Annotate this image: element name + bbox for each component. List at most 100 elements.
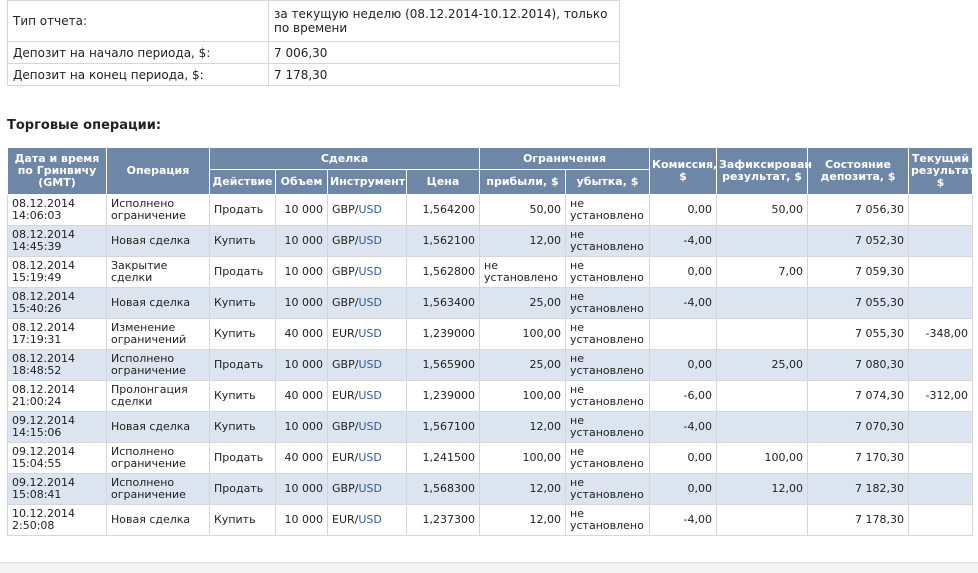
cell-date-value: 08.12.2014	[12, 259, 75, 272]
cell-fixed-result: 100,00	[716, 442, 808, 474]
table-row: 08.12.2014 18:48:52 Исполнено ограничение П…	[7, 349, 973, 381]
cell-price: 1,563400	[406, 287, 480, 319]
cell-volume: 10 000	[275, 473, 328, 505]
table-row: 08.12.2014 14:06:03 Исполнено ограничение П…	[7, 194, 973, 226]
cell-current-result	[908, 287, 973, 319]
cell-commission: -6,00	[649, 380, 717, 412]
cell-commission: 0,00	[649, 256, 717, 288]
cell-profit: 25,00	[479, 287, 566, 319]
cell-deposit-state: 7 178,30	[807, 504, 909, 536]
header-commission: Комиссия, $	[649, 147, 717, 195]
instrument-quote: USD	[358, 420, 382, 433]
header-date: Дата и время по Гринвичу (GMT)	[7, 147, 107, 195]
cell-loss: не установлено	[565, 194, 650, 226]
header-operation: Операция	[106, 147, 210, 195]
cell-loss: не установлено	[565, 504, 650, 536]
cell-date: 08.12.2014 18:48:52	[7, 349, 107, 381]
cell-volume: 10 000	[275, 194, 328, 226]
cell-current-result: -312,00	[908, 380, 973, 412]
header-limits: Ограничения	[479, 147, 650, 170]
cell-volume: 10 000	[275, 349, 328, 381]
bottom-bar	[0, 562, 978, 573]
cell-date-value: 08.12.2014	[12, 321, 75, 334]
cell-price: 1,239000	[406, 380, 480, 412]
table-row: 09.12.2014 14:15:06 Новая сделка Купить 10 0…	[7, 411, 973, 443]
cell-action: Купить	[209, 504, 276, 536]
cell-action: Купить	[209, 411, 276, 443]
cell-commission: 0,00	[649, 442, 717, 474]
cell-loss: не установлено	[565, 442, 650, 474]
cell-price: 1,567100	[406, 411, 480, 443]
header-profit: прибыли, $	[479, 169, 566, 195]
cell-date: 08.12.2014 14:06:03	[7, 194, 107, 226]
cell-fixed-result: 25,00	[716, 349, 808, 381]
header-instrument: Инструмент	[327, 169, 407, 195]
cell-commission	[649, 318, 717, 350]
instrument-quote: USD	[358, 234, 382, 247]
cell-date-value: 08.12.2014	[12, 290, 75, 303]
trading-operations-table: Дата и время по Гринвичу (GMT) Операция …	[7, 147, 978, 536]
cell-fixed-result: 7,00	[716, 256, 808, 288]
cell-current-result	[908, 194, 973, 226]
cell-time-value: 21:00:24	[12, 395, 62, 408]
cell-date: 08.12.2014 17:19:31	[7, 318, 107, 350]
instrument-base: GBP	[332, 358, 355, 371]
section-title: Торговые операции:	[7, 118, 162, 133]
instrument-base: EUR	[332, 327, 355, 340]
cell-deposit-state: 7 052,30	[807, 225, 909, 257]
report-summary-table: Тип отчета: за текущую неделю (08.12.201…	[7, 0, 620, 86]
cell-instrument: GBP/USD	[327, 411, 407, 443]
table-row: 08.12.2014 15:40:26 Новая сделка Купить 10 0…	[7, 287, 973, 319]
instrument-base: GBP	[332, 265, 355, 278]
cell-price: 1,565900	[406, 349, 480, 381]
summary-row: Депозит на конец периода, $: 7 178,30	[7, 63, 620, 86]
instrument-base: EUR	[332, 451, 355, 464]
instrument-quote: USD	[358, 358, 382, 371]
cell-operation: Исполнено ограничение	[106, 194, 210, 226]
cell-current-result	[908, 225, 973, 257]
header-loss: убытка, $	[565, 169, 650, 195]
cell-action: Продать	[209, 442, 276, 474]
header-action: Действие	[209, 169, 276, 195]
cell-volume: 10 000	[275, 256, 328, 288]
cell-commission: 0,00	[649, 349, 717, 381]
cell-current-result	[908, 411, 973, 443]
summary-row: Депозит на начало периода, $: 7 006,30	[7, 41, 620, 64]
cell-operation: Исполнено ограничение	[106, 442, 210, 474]
cell-time-value: 14:45:39	[12, 240, 62, 253]
cell-time-value: 17:19:31	[12, 333, 62, 346]
header-price: Цена	[406, 169, 480, 195]
cell-profit: 25,00	[479, 349, 566, 381]
cell-price: 1,568300	[406, 473, 480, 505]
cell-commission: 0,00	[649, 194, 717, 226]
summary-label: Тип отчета:	[7, 0, 269, 42]
cell-operation: Изменение ограничений	[106, 318, 210, 350]
cell-operation: Новая сделка	[106, 411, 210, 443]
cell-volume: 40 000	[275, 380, 328, 412]
header-current-result: Текущий результат, $	[908, 147, 978, 195]
cell-loss: не установлено	[565, 349, 650, 381]
cell-operation: Закрытие сделки	[106, 256, 210, 288]
header-deal: Сделка	[209, 147, 480, 170]
cell-date: 10.12.2014 2:50:08	[7, 504, 107, 536]
summary-value: 7 178,30	[268, 63, 620, 86]
summary-label: Депозит на конец периода, $:	[7, 63, 269, 86]
cell-instrument: GBP/USD	[327, 256, 407, 288]
cell-time-value: 18:48:52	[12, 364, 62, 377]
instrument-quote: USD	[358, 482, 382, 495]
cell-fixed-result	[716, 411, 808, 443]
cell-date-value: 08.12.2014	[12, 197, 75, 210]
cell-deposit-state: 7 055,30	[807, 318, 909, 350]
cell-deposit-state: 7 055,30	[807, 287, 909, 319]
table-row: 10.12.2014 2:50:08 Новая сделка Купить 10 00…	[7, 504, 973, 536]
instrument-base: GBP	[332, 203, 355, 216]
summary-label: Депозит на начало периода, $:	[7, 41, 269, 64]
cell-date-value: 10.12.2014	[12, 507, 75, 520]
cell-action: Продать	[209, 256, 276, 288]
cell-commission: -4,00	[649, 411, 717, 443]
cell-price: 1,241500	[406, 442, 480, 474]
cell-volume: 10 000	[275, 411, 328, 443]
cell-operation: Исполнено ограничение	[106, 349, 210, 381]
cell-action: Купить	[209, 287, 276, 319]
instrument-base: GBP	[332, 420, 355, 433]
